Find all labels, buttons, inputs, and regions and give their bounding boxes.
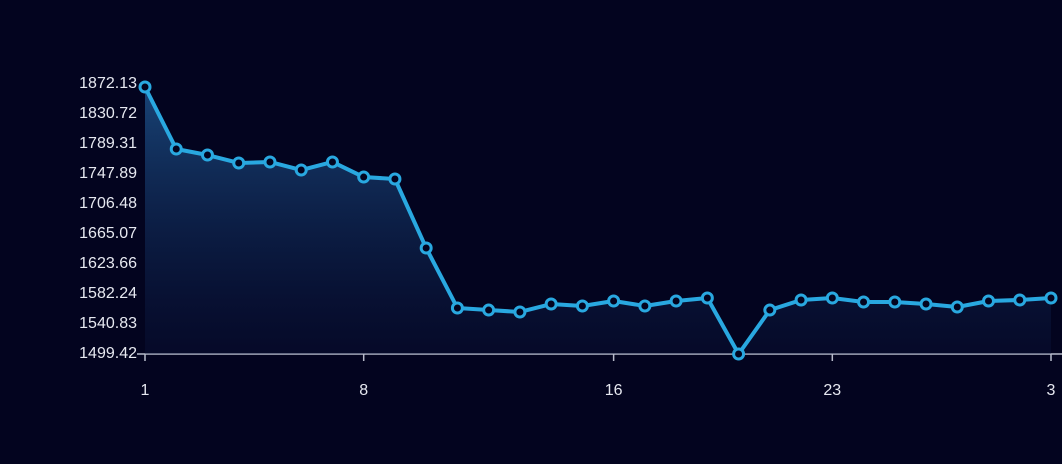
x-tick-label: 1 [141,382,150,399]
x-tick-label: 3 [1047,382,1056,399]
point [763,303,777,317]
point [700,291,714,305]
area [145,86,1051,354]
point [138,80,152,94]
point [294,163,308,177]
point [607,294,621,308]
point [482,303,496,317]
x-tick-label: 23 [823,382,841,399]
y-tick-label: 1665.07 [79,225,137,242]
point [1044,291,1058,305]
y-tick-label: 1540.83 [79,315,137,332]
y-tick-label: 1623.66 [79,255,137,272]
point [638,299,652,313]
point [419,241,433,255]
point [982,294,996,308]
x-tick-label: 8 [359,382,368,399]
point [232,156,246,170]
y-tick-label: 1582.24 [79,285,137,302]
point [950,300,964,314]
point [575,299,589,313]
point [325,155,339,169]
point [794,293,808,307]
point [919,297,933,311]
y-tick-label: 1706.48 [79,195,137,212]
y-tick-label: 1830.72 [79,105,137,122]
point [857,295,871,309]
point [544,297,558,311]
point [732,347,746,361]
point [388,172,402,186]
y-tick-label: 1872.13 [79,75,137,92]
point [825,291,839,305]
point [1013,293,1027,307]
y-tick-label: 1499.42 [79,345,137,362]
point [450,301,464,315]
point [888,295,902,309]
point [263,155,277,169]
point [357,170,371,184]
point [669,294,683,308]
x-tick-label: 16 [605,382,623,399]
y-tick-label: 1747.89 [79,165,137,182]
point [169,142,183,156]
point [200,148,214,162]
y-tick-label: 1789.31 [79,135,137,152]
point [513,305,527,319]
